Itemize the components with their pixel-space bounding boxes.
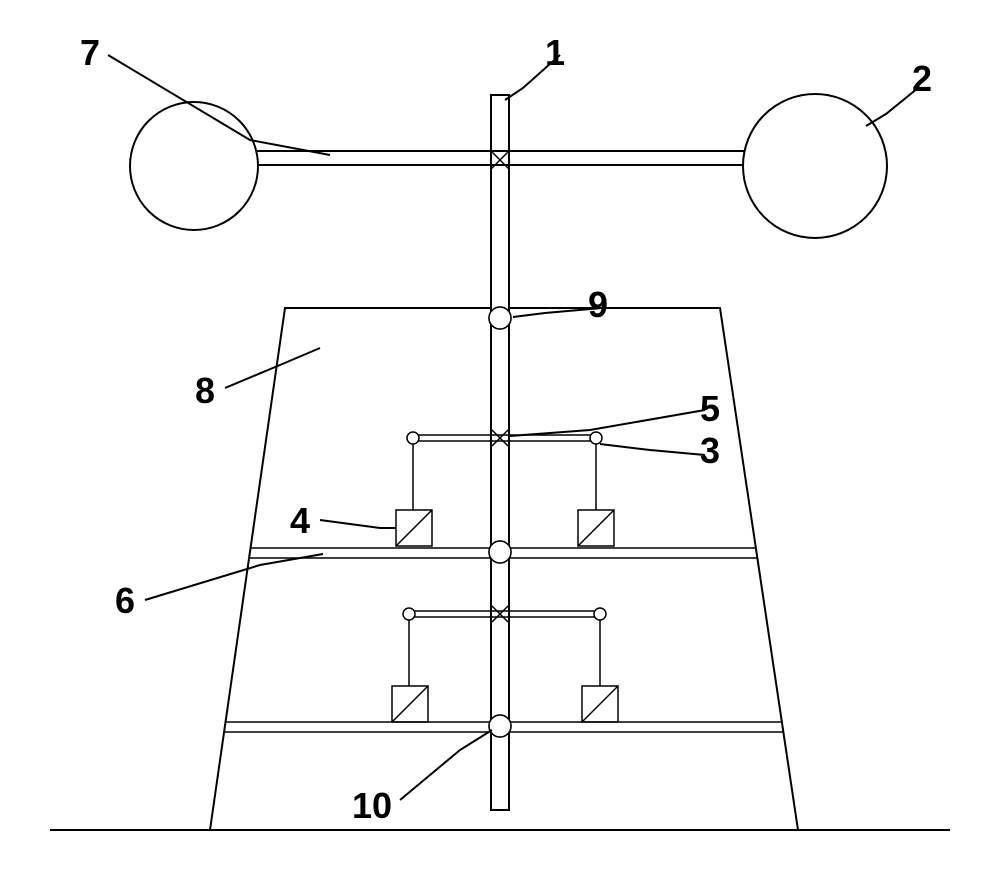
callout-label-8: 8 xyxy=(195,370,215,412)
callout-label-1: 1 xyxy=(545,32,565,74)
callout-label-5: 5 xyxy=(700,388,720,430)
callout-label-2: 2 xyxy=(912,58,932,100)
callout-label-4: 4 xyxy=(290,500,310,542)
callout-label-6: 6 xyxy=(115,580,135,622)
diagram-canvas xyxy=(0,0,1000,876)
callout-label-10: 10 xyxy=(352,785,392,827)
callout-label-9: 9 xyxy=(588,284,608,326)
callout-label-7: 7 xyxy=(80,32,100,74)
callout-label-3: 3 xyxy=(700,430,720,472)
